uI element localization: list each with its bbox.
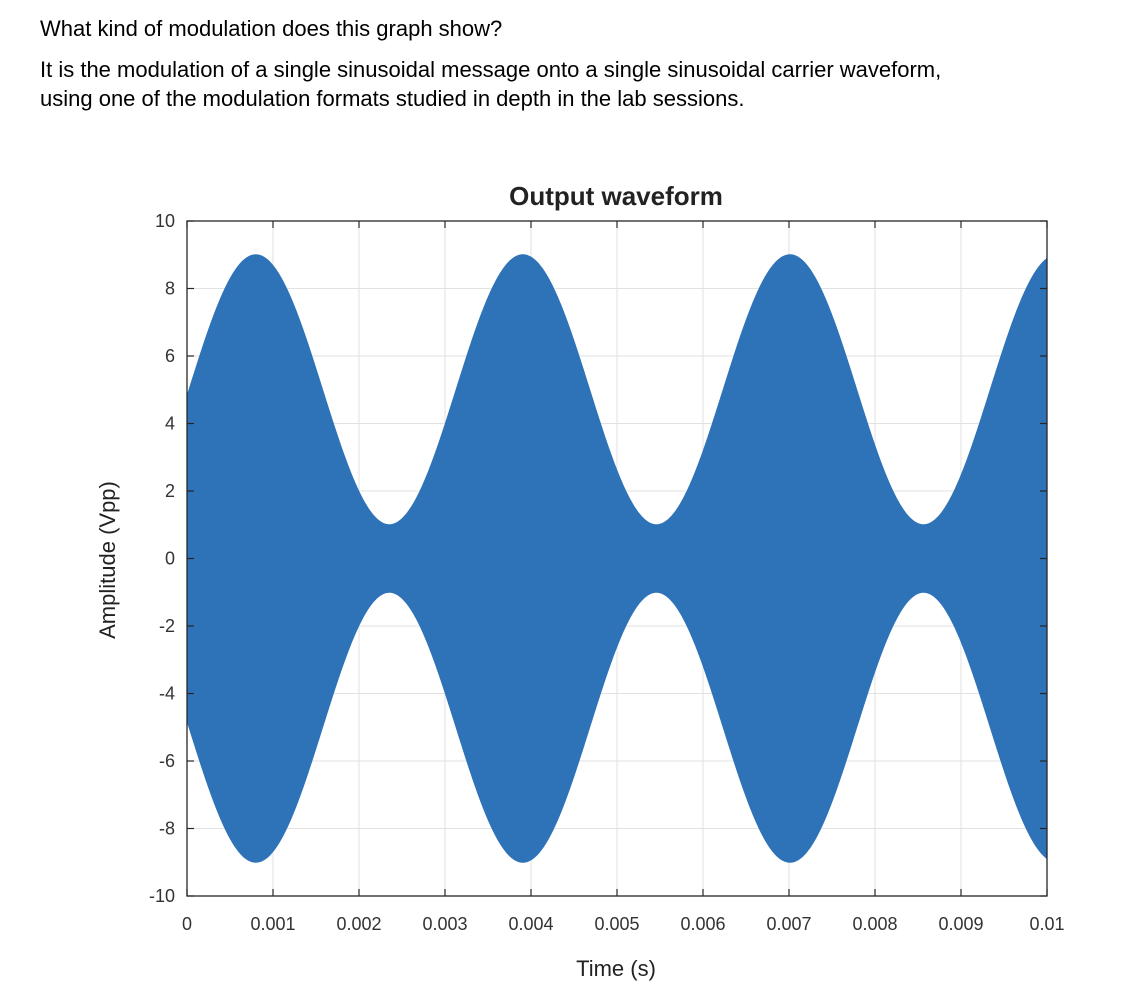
y-tick-label: -8 bbox=[159, 819, 175, 839]
y-tick-label: -4 bbox=[159, 684, 175, 704]
question-line-1: What kind of modulation does this graph … bbox=[40, 16, 503, 41]
x-tick-label: 0.002 bbox=[336, 914, 381, 934]
y-tick-label: -2 bbox=[159, 616, 175, 636]
x-tick-label: 0.004 bbox=[508, 914, 553, 934]
question-line-3: using one of the modulation formats stud… bbox=[40, 86, 745, 111]
x-tick-label: 0.008 bbox=[852, 914, 897, 934]
y-tick-label: 2 bbox=[165, 481, 175, 501]
y-tick-label: 6 bbox=[165, 346, 175, 366]
x-tick-label: 0.006 bbox=[680, 914, 725, 934]
y-tick-label: -6 bbox=[159, 751, 175, 771]
y-tick-label: 0 bbox=[165, 549, 175, 569]
y-tick-label: 10 bbox=[155, 211, 175, 231]
question-line-2: It is the modulation of a single sinusoi… bbox=[40, 57, 942, 82]
x-tick-label: 0.007 bbox=[766, 914, 811, 934]
y-tick-label: -10 bbox=[149, 886, 175, 906]
y-tick-label: 4 bbox=[165, 414, 175, 434]
x-tick-label: 0.005 bbox=[594, 914, 639, 934]
y-axis-label: Amplitude (Vpp) bbox=[95, 481, 120, 639]
x-tick-label: 0.001 bbox=[250, 914, 295, 934]
chart-title: Output waveform bbox=[509, 181, 723, 211]
x-tick-label: 0 bbox=[182, 914, 192, 934]
question-text: What kind of modulation does this graph … bbox=[40, 14, 1120, 113]
axis-ticks: 0 0.001 0.002 0.003 0.004 0.005 0.006 0.007 0.00… bbox=[149, 211, 1065, 934]
x-tick-label: 0.003 bbox=[422, 914, 467, 934]
x-tick-label: 0.009 bbox=[938, 914, 983, 934]
x-axis-label: Time (s) bbox=[576, 956, 656, 981]
output-waveform-chart: Output waveform 0 0.001 0.002 0.003 0.004 0.0… bbox=[95, 181, 1065, 981]
y-tick-label: 8 bbox=[165, 279, 175, 299]
x-tick-label: 0.01 bbox=[1029, 914, 1064, 934]
